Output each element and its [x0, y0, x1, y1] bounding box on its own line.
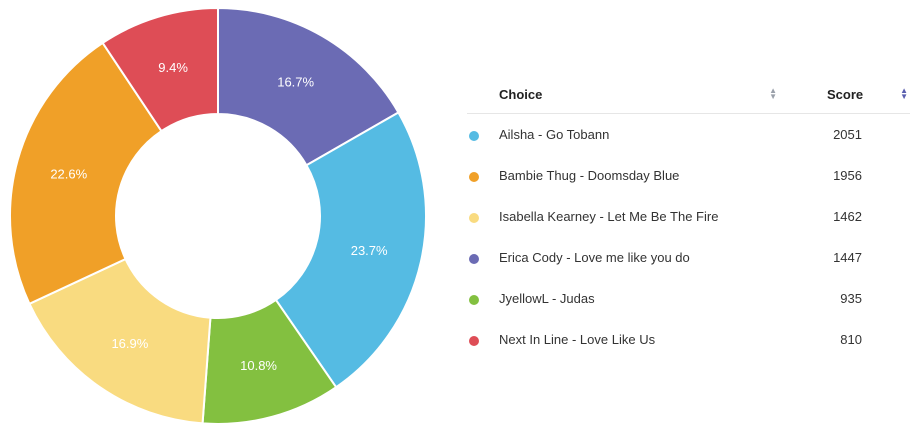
- legend-dot-cell: [467, 114, 499, 156]
- donut-slice-5[interactable]: [101, 6, 219, 133]
- header-spacer: [467, 75, 499, 114]
- legend-choice: Ailsha - Go Tobann: [499, 127, 610, 142]
- legend-choice: Next In Line - Love Like Us: [499, 332, 656, 347]
- legend-dot-cell: [467, 319, 499, 360]
- legend-score: 1447: [833, 250, 862, 265]
- legend-choice: Isabella Kearney - Let Me Be The Fire: [499, 209, 719, 224]
- legend-row[interactable]: JyellowL - Judas 935: [467, 278, 910, 319]
- legend-score: 1462: [833, 209, 862, 224]
- slice-label-4: 10.8%: [240, 358, 277, 373]
- legend-score: 1956: [833, 168, 862, 183]
- legend-row[interactable]: Bambie Thug - Doomsday Blue 1956: [467, 155, 910, 196]
- header-choice-label: Choice: [499, 86, 543, 102]
- header-score-label: Score: [827, 86, 864, 102]
- header-score[interactable]: Score ▲ ▼: [799, 75, 910, 114]
- legend-score: 810: [840, 332, 862, 347]
- legend-dot-cell: [467, 155, 499, 196]
- legend-dot-cell: [467, 196, 499, 237]
- legend-dot-icon: [469, 253, 479, 264]
- slice-label-3: 16.7%: [277, 74, 314, 89]
- slice-label-5: 9.4%: [158, 60, 188, 75]
- legend-row[interactable]: Next In Line - Love Like Us 810: [467, 319, 910, 360]
- legend-dot-cell: [467, 237, 499, 278]
- legend-choice: JyellowL - Judas: [499, 291, 595, 306]
- legend-dot-icon: [469, 335, 479, 346]
- legend-dot-icon: [469, 294, 479, 305]
- donut-slice-1[interactable]: [9, 41, 163, 306]
- legend-choice: Bambie Thug - Doomsday Blue: [499, 168, 680, 183]
- donut-chart: 16.7% 23.7% 10.8% 16.9% 22.6% 9.4%: [9, 6, 427, 425]
- legend-row[interactable]: Erica Cody - Love me like you do 1447: [467, 237, 910, 278]
- slice-label-0: 23.7%: [351, 243, 388, 258]
- legend-row[interactable]: Isabella Kearney - Let Me Be The Fire 146…: [467, 196, 910, 237]
- legend-dot-cell: [467, 278, 499, 319]
- donut-slice-3[interactable]: [217, 6, 400, 167]
- legend-dot-icon: [469, 171, 479, 182]
- sort-score-icon[interactable]: ▲ ▼: [900, 86, 908, 101]
- legend-dot-icon: [469, 212, 479, 223]
- legend-body: Ailsha - Go Tobann 2051 Bambie Thug - Doom…: [467, 114, 910, 361]
- sort-choice-icon[interactable]: ▲ ▼: [769, 86, 777, 101]
- legend-row[interactable]: Ailsha - Go Tobann 2051: [467, 114, 910, 156]
- legend-score: 935: [840, 291, 862, 306]
- donut-slice-2[interactable]: [28, 257, 212, 425]
- slice-label-1: 22.6%: [50, 167, 87, 182]
- legend-table: Choice ▲ ▼ Score ▲ ▼ Ailsha - Go Tobann 205…: [467, 75, 910, 360]
- legend-dot-icon: [469, 130, 479, 141]
- slice-label-2: 16.9%: [111, 336, 148, 351]
- legend-header-row: Choice ▲ ▼ Score ▲ ▼: [467, 75, 910, 114]
- legend-score: 2051: [833, 127, 862, 142]
- legend-choice: Erica Cody - Love me like you do: [499, 250, 690, 265]
- donut-slice-0[interactable]: [274, 111, 427, 389]
- header-choice[interactable]: Choice ▲ ▼: [499, 75, 799, 114]
